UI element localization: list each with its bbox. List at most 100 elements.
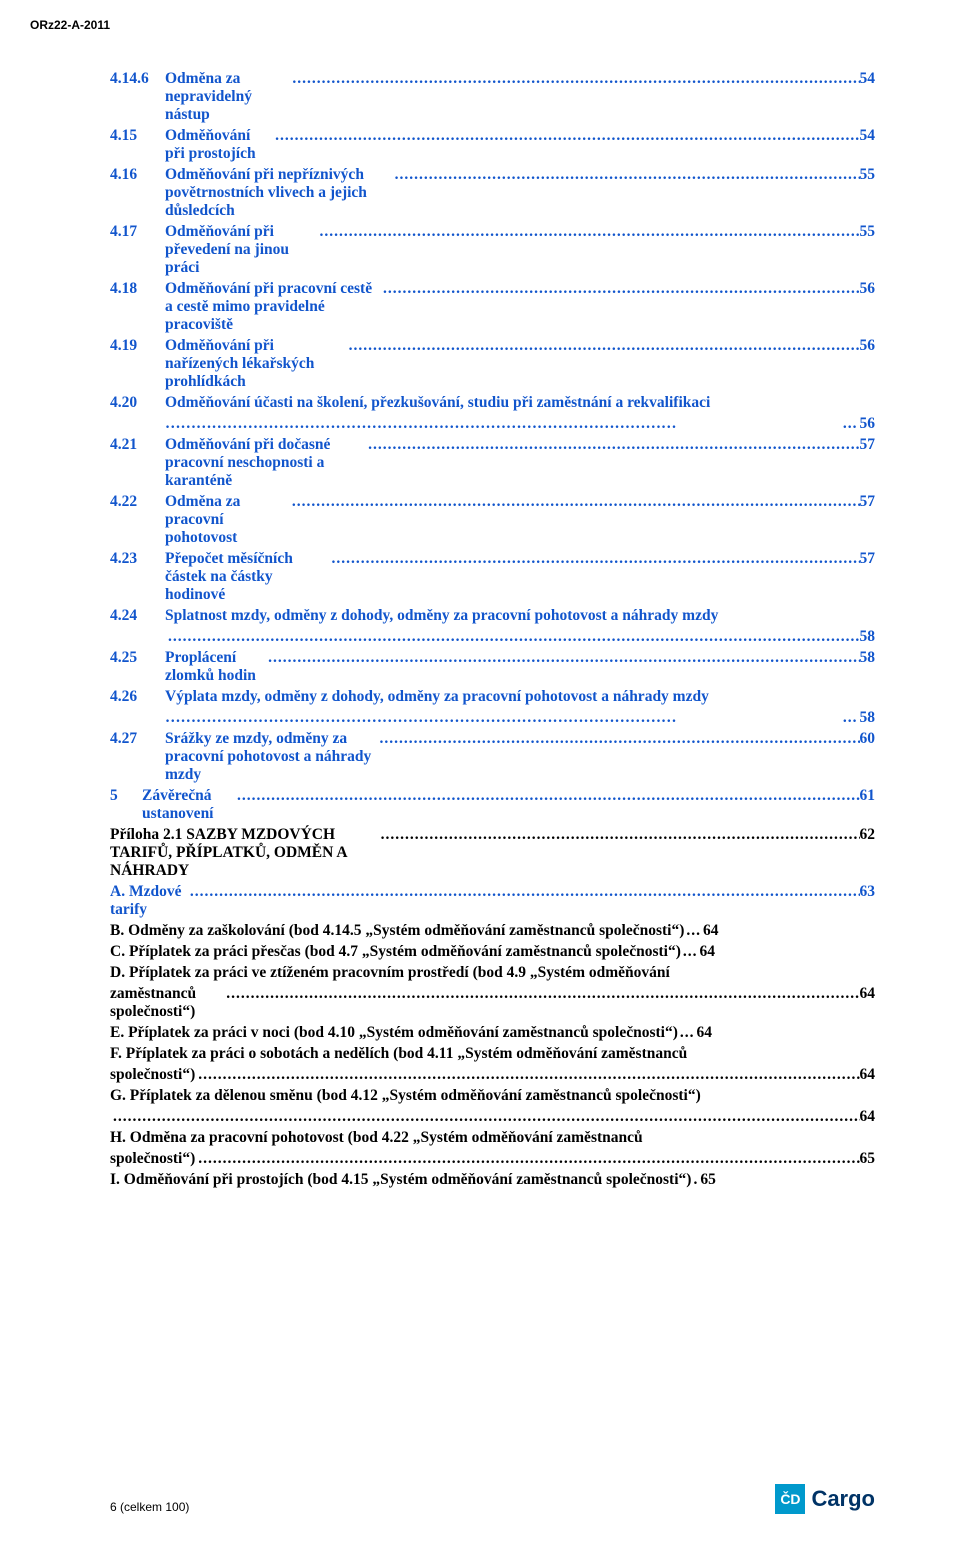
toc-entry: 4.25Proplácení zlomků hodin.............… [110, 649, 875, 685]
toc-entry: 4.23Přepočet měsíčních částek na částky … [110, 550, 875, 604]
toc-page: 60 [860, 730, 876, 748]
footer-page-number: 6 (celkem 100) [110, 1500, 189, 1514]
toc-text: I. Odměňování při prostojích (bod 4.15 „… [110, 1171, 691, 1189]
toc-leader: ........................................… [380, 280, 860, 298]
toc-leader: ........................................… [234, 787, 859, 805]
toc-text: Odměňování při prostojích [165, 127, 272, 163]
toc-page: 57 [860, 436, 876, 454]
toc-page: 61 [860, 787, 876, 805]
toc-page: 64 [860, 985, 876, 1003]
toc-text: Odměňování při pracovní cestě a cestě mi… [165, 280, 380, 334]
toc-page: 57 [860, 550, 876, 568]
toc-entry: 4.20Odměňování účasti na školení, přezku… [110, 394, 875, 412]
toc-page: 55 [860, 223, 876, 241]
toc-entry: 4.18Odměňování při pracovní cestě a cest… [110, 280, 875, 334]
toc-entry: E. Příplatek za práci v noci (bod 4.10 „… [110, 1024, 875, 1042]
toc-entry: 4.16Odměňování při nepříznivých povětrno… [110, 166, 875, 220]
toc-leader: ……………………………………………………………………………………… [165, 709, 841, 727]
toc-leader: ........................................… [187, 883, 860, 901]
document-id: ORz22-A-2011 [30, 18, 110, 32]
toc-number: 4.25 [110, 649, 165, 667]
toc-page: 56 [860, 415, 876, 433]
toc-leader: ... [681, 943, 700, 961]
toc-text: F. Příplatek za práci o sobotách a neděl… [110, 1045, 687, 1063]
toc-leader: ........................................… [272, 127, 859, 145]
toc-number: 4.26 [110, 688, 165, 706]
toc-entry-continuation: společnosti“)...........................… [110, 1150, 875, 1168]
toc-entry: B. Odměny za zaškolování (bod 4.14.5 „Sy… [110, 922, 875, 940]
toc-leader: ........................................… [346, 337, 860, 355]
logo-text: Cargo [811, 1486, 875, 1512]
toc-entry-continuation: ........................................… [110, 1108, 875, 1126]
toc-entry-continuation: zaměstnanců společnosti“)...............… [110, 985, 875, 1021]
toc-page: 65 [700, 1171, 716, 1189]
toc-text: Odměna za nepravidelný nástup [165, 70, 289, 124]
toc-page: 57 [860, 493, 876, 511]
toc-leader: ……………………………………………………………………………………… [165, 415, 841, 433]
toc-entry: 4.19Odměňování při nařízených lékařských… [110, 337, 875, 391]
toc-entry: F. Příplatek za práci o sobotách a neděl… [110, 1045, 875, 1063]
toc-leader: ........................................… [195, 1066, 859, 1084]
toc-text: Odměňování při dočasné pracovní neschopn… [165, 436, 365, 490]
toc-entry: 4.22Odměna za pracovní pohotovost.......… [110, 493, 875, 547]
toc-entry-continuation: společnosti“)...........................… [110, 1066, 875, 1084]
toc-entry: A. Mzdové tarify........................… [110, 883, 875, 919]
toc-text: Odměňování při nařízených lékařských pro… [165, 337, 346, 391]
toc-number: 4.24 [110, 607, 165, 625]
toc-number: 4.19 [110, 337, 165, 355]
toc-text: Odměňování při nepříznivých povětrnostní… [165, 166, 392, 220]
toc-text: Odměňování účasti na školení, přezkušová… [165, 394, 710, 412]
toc-entry: 4.17Odměňování při převedení na jinou pr… [110, 223, 875, 277]
table-of-contents: 4.14.6Odměna za nepravidelný nástup.....… [110, 70, 875, 1189]
toc-number: 4.14.6 [110, 70, 165, 88]
toc-leader: ........................................… [223, 985, 859, 1003]
toc-leader: ........................................… [289, 493, 860, 511]
page-footer: 6 (celkem 100) ČD Cargo [110, 1484, 875, 1514]
toc-number: 4.15 [110, 127, 165, 145]
toc-text: C. Příplatek za práci přesčas (bod 4.7 „… [110, 943, 681, 961]
toc-number: 4.23 [110, 550, 165, 568]
toc-leader: ........................................… [265, 649, 859, 667]
toc-text: Odměňování při převedení na jinou práci [165, 223, 317, 277]
page: ORz22-A-2011 4.14.6Odměna za nepravideln… [0, 0, 960, 1552]
toc-text: Proplácení zlomků hodin [165, 649, 265, 685]
toc-text: společnosti“) [110, 1066, 195, 1084]
toc-page: 58 [860, 628, 876, 646]
toc-leader: ........................................… [392, 166, 860, 184]
toc-leader: ... [684, 922, 703, 940]
toc-leader: . [691, 1171, 700, 1189]
toc-text: Výplata mzdy, odměny z dohody, odměny za… [165, 688, 709, 706]
toc-text: Závěrečná ustanovení [142, 787, 234, 823]
toc-entry: Příloha 2.1 SAZBY MZDOVÝCH TARIFŮ, PŘÍPL… [110, 826, 875, 880]
toc-number: 4.22 [110, 493, 165, 511]
toc-text: společnosti“) [110, 1150, 195, 1168]
toc-number: 4.18 [110, 280, 165, 298]
toc-page: 65 [860, 1150, 876, 1168]
toc-text: Srážky ze mzdy, odměny za pracovní pohot… [165, 730, 377, 784]
toc-page: 64 [703, 922, 719, 940]
toc-entry: 4.21Odměňování při dočasné pracovní nesc… [110, 436, 875, 490]
toc-page: 64 [860, 1108, 876, 1126]
toc-page: 64 [860, 1066, 876, 1084]
toc-leader-dots: ... [841, 415, 860, 433]
toc-number: 4.20 [110, 394, 165, 412]
toc-entry-continuation: ………………………………………………………………………………………...56 [110, 415, 875, 433]
toc-leader: ........................................… [378, 826, 860, 844]
toc-entry: 4.15Odměňování při prostojích...........… [110, 127, 875, 163]
toc-number: 5 [110, 787, 142, 805]
toc-page: 58 [860, 709, 876, 727]
toc-text: B. Odměny za zaškolování (bod 4.14.5 „Sy… [110, 922, 684, 940]
toc-entry: 4.14.6Odměna za nepravidelný nástup.....… [110, 70, 875, 124]
toc-entry: G. Příplatek za dělenou směnu (bod 4.12 … [110, 1087, 875, 1105]
toc-text: Splatnost mzdy, odměny z dohody, odměny … [165, 607, 718, 625]
toc-page: 64 [700, 943, 716, 961]
toc-entry: C. Příplatek za práci přesčas (bod 4.7 „… [110, 943, 875, 961]
toc-leader: ........................................… [328, 550, 859, 568]
toc-entry: D. Příplatek za práci ve ztíženém pracov… [110, 964, 875, 982]
toc-page: 58 [860, 649, 876, 667]
toc-page: 62 [860, 826, 876, 844]
toc-page: 64 [697, 1024, 713, 1042]
toc-page: 55 [860, 166, 876, 184]
toc-text: Přepočet měsíčních částek na částky hodi… [165, 550, 328, 604]
toc-leader: ........................................… [317, 223, 860, 241]
